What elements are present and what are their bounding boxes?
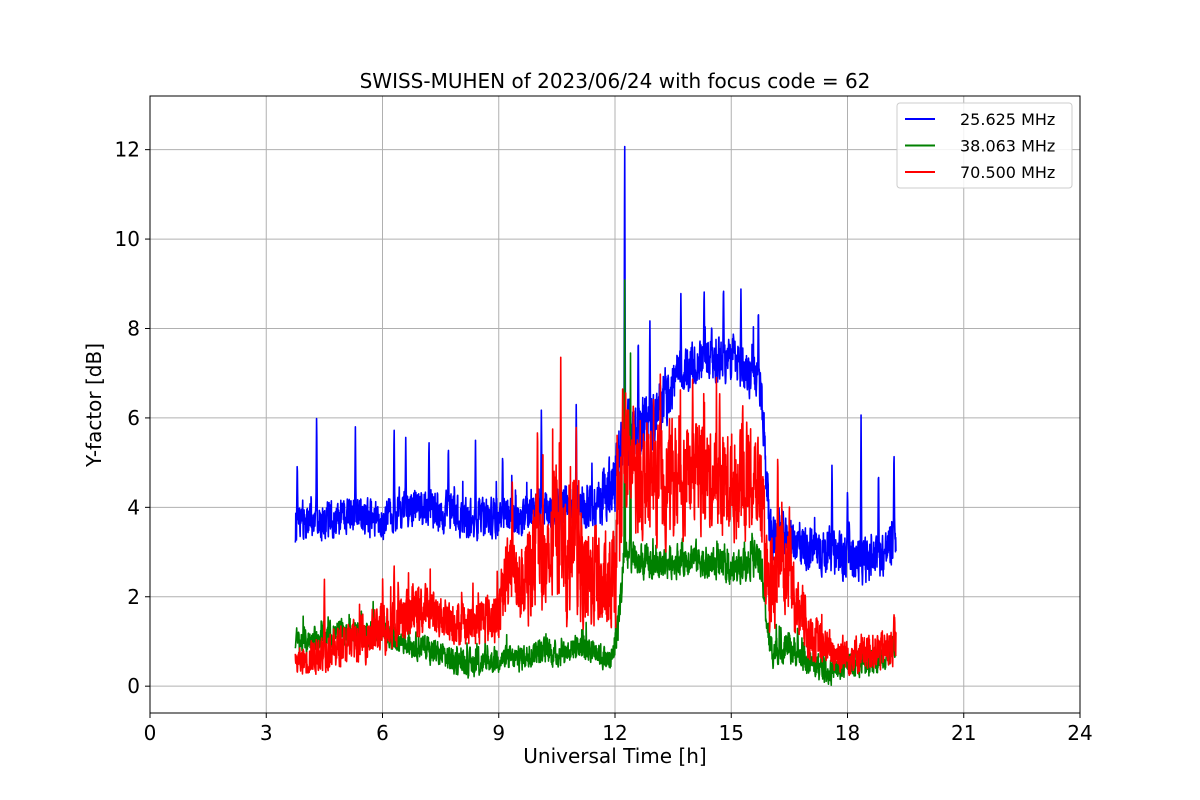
x-tick-label: 0: [144, 721, 157, 745]
series-group: [294, 145, 897, 686]
legend-label-2: 70.500 MHz: [960, 163, 1055, 182]
x-tick-label: 24: [1067, 721, 1092, 745]
y-tick-label: 6: [127, 406, 140, 430]
y-axis-title: Y-factor [dB]: [82, 343, 106, 468]
series-line-1: [294, 279, 897, 686]
x-axis-title: Universal Time [h]: [523, 744, 706, 768]
legend: 25.625 MHz 38.063 MHz 70.500 MHz: [896, 102, 1073, 189]
x-tick-label: 18: [835, 721, 860, 745]
x-tick-label: 15: [719, 721, 744, 745]
x-tick-label: 12: [602, 721, 627, 745]
x-tick-label: 21: [951, 721, 976, 745]
legend-label-0: 25.625 MHz: [960, 110, 1055, 129]
y-tick-label: 12: [115, 138, 140, 162]
y-tick-label: 4: [127, 495, 140, 519]
plot-area: [294, 145, 897, 686]
y-tick-label: 0: [127, 674, 140, 698]
x-tick-label: 3: [260, 721, 273, 745]
y-tick-label: 10: [115, 227, 140, 251]
series-line-2: [294, 356, 897, 677]
legend-box: [896, 102, 1073, 189]
series-line-0: [294, 145, 897, 586]
y-tick-label: 8: [127, 316, 140, 340]
x-tick-label: 9: [492, 721, 505, 745]
chart-title: SWISS-MUHEN of 2023/06/24 with focus cod…: [360, 69, 871, 93]
y-tick-label: 2: [127, 585, 140, 609]
legend-label-1: 38.063 MHz: [960, 137, 1055, 156]
x-tick-label: 6: [376, 721, 389, 745]
